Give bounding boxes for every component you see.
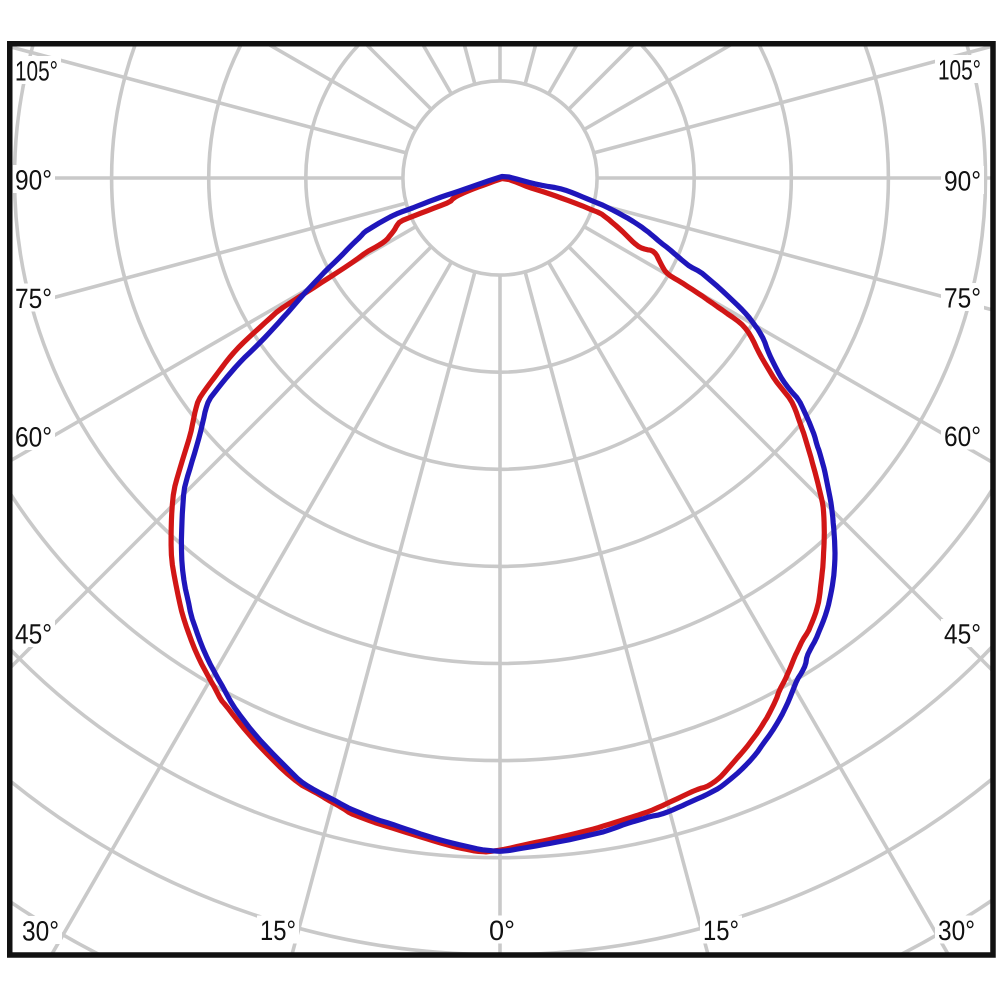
svg-text:15°: 15° (703, 915, 739, 946)
svg-text:105°: 105° (15, 56, 58, 87)
svg-text:45°: 45° (944, 619, 981, 650)
svg-text:30°: 30° (22, 916, 59, 947)
svg-text:0°: 0° (489, 915, 515, 946)
svg-text:30°: 30° (938, 915, 975, 946)
svg-text:90°: 90° (944, 166, 981, 197)
svg-text:75°: 75° (15, 283, 52, 314)
svg-text:75°: 75° (944, 283, 981, 314)
svg-text:15°: 15° (260, 915, 296, 946)
svg-text:105°: 105° (938, 55, 981, 86)
svg-text:45°: 45° (15, 619, 52, 650)
svg-text:60°: 60° (944, 421, 981, 452)
svg-text:90°: 90° (15, 165, 52, 196)
svg-text:60°: 60° (15, 422, 52, 453)
